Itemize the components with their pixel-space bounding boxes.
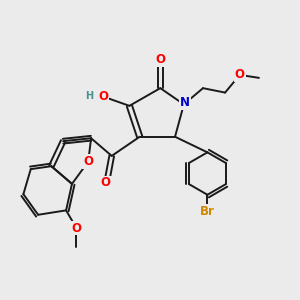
Text: H: H (85, 91, 93, 100)
Text: O: O (83, 155, 93, 168)
Text: O: O (71, 221, 81, 235)
Text: O: O (235, 68, 245, 81)
Text: Br: Br (200, 205, 215, 218)
Text: O: O (155, 53, 165, 66)
Text: N: N (180, 96, 190, 110)
Text: O: O (98, 91, 108, 103)
Text: O: O (101, 176, 111, 190)
